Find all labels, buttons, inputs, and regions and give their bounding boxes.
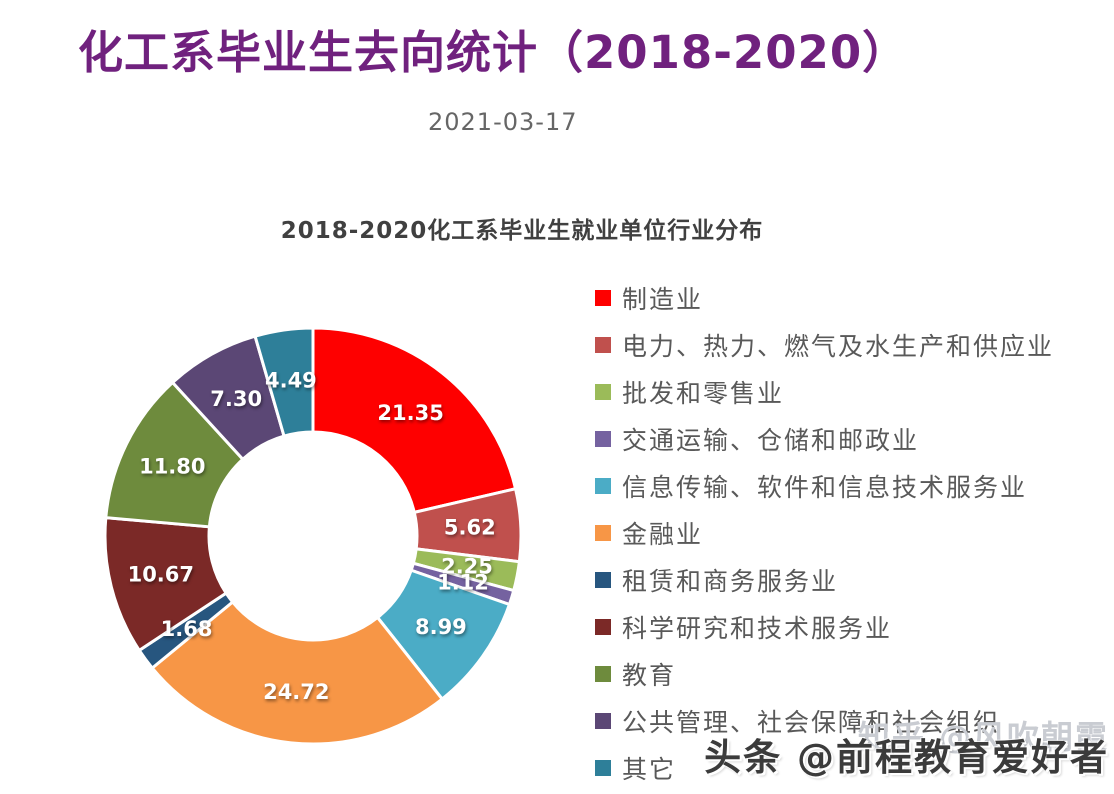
slice-value-label: 4.49 bbox=[265, 369, 317, 393]
legend-item: 交通运输、仓储和邮政业 bbox=[595, 425, 1054, 455]
legend-swatch bbox=[595, 337, 611, 353]
legend-label: 金融业 bbox=[622, 520, 704, 549]
slice-value-label: 7.30 bbox=[210, 387, 262, 411]
watermark-front: 头条 @前程教育爱好者 bbox=[704, 736, 1109, 779]
slice-value-label: 11.80 bbox=[139, 454, 205, 478]
legend-item: 电力、热力、燃气及水生产和供应业 bbox=[595, 331, 1054, 361]
legend-item: 制造业 bbox=[595, 284, 1054, 314]
pie-slice bbox=[150, 600, 444, 746]
legend-label: 交通运输、仓储和邮政业 bbox=[622, 426, 920, 455]
legend-swatch bbox=[595, 525, 611, 541]
legend-swatch bbox=[595, 384, 611, 400]
legend-item: 租赁和商务服务业 bbox=[595, 566, 1054, 596]
legend-swatch bbox=[595, 713, 611, 729]
legend-item: 批发和零售业 bbox=[595, 378, 1054, 408]
legend-item: 其它 bbox=[595, 754, 1054, 784]
legend-label: 信息传输、软件和信息技术服务业 bbox=[622, 473, 1028, 502]
chart-title: 2018-2020化工系毕业生就业单位行业分布 bbox=[280, 218, 764, 244]
legend-label: 电力、热力、燃气及水生产和供应业 bbox=[622, 332, 1055, 361]
legend-label: 租赁和商务服务业 bbox=[622, 567, 839, 596]
slice-value-label: 5.62 bbox=[444, 516, 496, 540]
legend-item: 教育 bbox=[595, 660, 1054, 690]
legend-swatch bbox=[595, 619, 611, 635]
legend-item: 公共管理、社会保障和社会组织 bbox=[595, 707, 1054, 737]
slice-value-label: 2.25 bbox=[441, 554, 493, 578]
slice-value-label: 24.72 bbox=[263, 680, 329, 704]
post-date: 2021-03-17 bbox=[428, 108, 578, 136]
watermark-back: 知乎 @风吹朝霞 bbox=[857, 718, 1109, 756]
legend-item: 金融业 bbox=[595, 519, 1054, 549]
legend-label: 教育 bbox=[622, 661, 677, 690]
legend-swatch bbox=[595, 666, 611, 682]
pie-slice bbox=[311, 326, 518, 514]
legend-item: 信息传输、软件和信息技术服务业 bbox=[595, 472, 1054, 502]
legend: 制造业电力、热力、燃气及水生产和供应业 批发和零售业交通运输、仓储和邮政业信息传输… bbox=[595, 284, 1054, 784]
slice-value-label: 21.35 bbox=[377, 401, 443, 425]
legend-swatch bbox=[595, 760, 611, 776]
legend-swatch bbox=[595, 431, 611, 447]
slice-value-label: 1.68 bbox=[161, 617, 213, 641]
legend-label: 批发和零售业 bbox=[622, 379, 785, 408]
slice-value-label: 8.99 bbox=[415, 615, 467, 639]
slice-value-label: 1.12 bbox=[437, 571, 489, 595]
legend-label: 制造业 bbox=[622, 285, 704, 314]
slice-value-label: 10.67 bbox=[128, 562, 194, 586]
page-title: 化工系毕业生去向统计（2018-2020） bbox=[78, 26, 909, 79]
legend-item: 科学研究和技术服务业 bbox=[595, 613, 1054, 643]
legend-label: 科学研究和技术服务业 bbox=[622, 614, 893, 643]
legend-swatch bbox=[595, 290, 611, 306]
legend-swatch bbox=[595, 572, 611, 588]
donut-chart: 21.35 5.62 2.251.12 8.99 24.72 1.68 10.67 11.80… bbox=[103, 326, 523, 746]
legend-label: 公共管理、社会保障和社会组织 bbox=[622, 708, 1001, 737]
pie-slice bbox=[253, 326, 315, 438]
legend-label: 其它 bbox=[622, 755, 677, 784]
legend-swatch bbox=[595, 478, 611, 494]
